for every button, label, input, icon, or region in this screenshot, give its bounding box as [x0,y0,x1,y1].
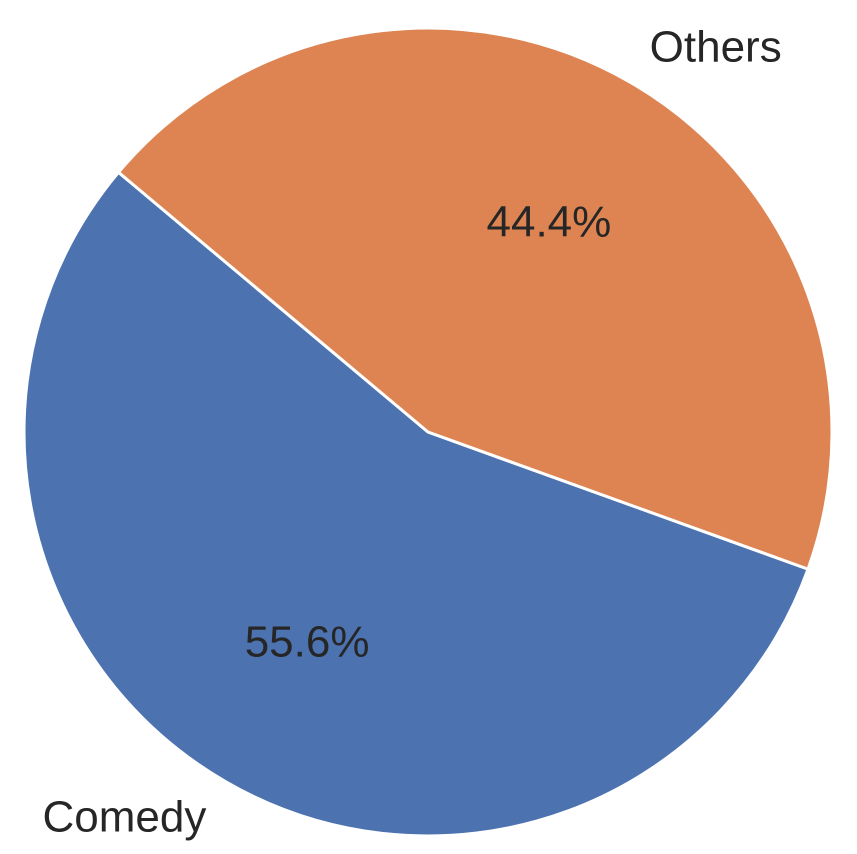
category-label-comedy: Comedy [42,793,206,842]
pie-slice-comedy [22,170,810,838]
category-label-others: Others [650,22,782,71]
pie-slices [22,26,834,838]
pie-slice-others [117,26,834,571]
percent-label-others: 44.4% [487,197,612,246]
pie-labels: 55.6% Comedy 44.4% Others [42,22,781,841]
percent-label-comedy: 55.6% [245,618,370,667]
